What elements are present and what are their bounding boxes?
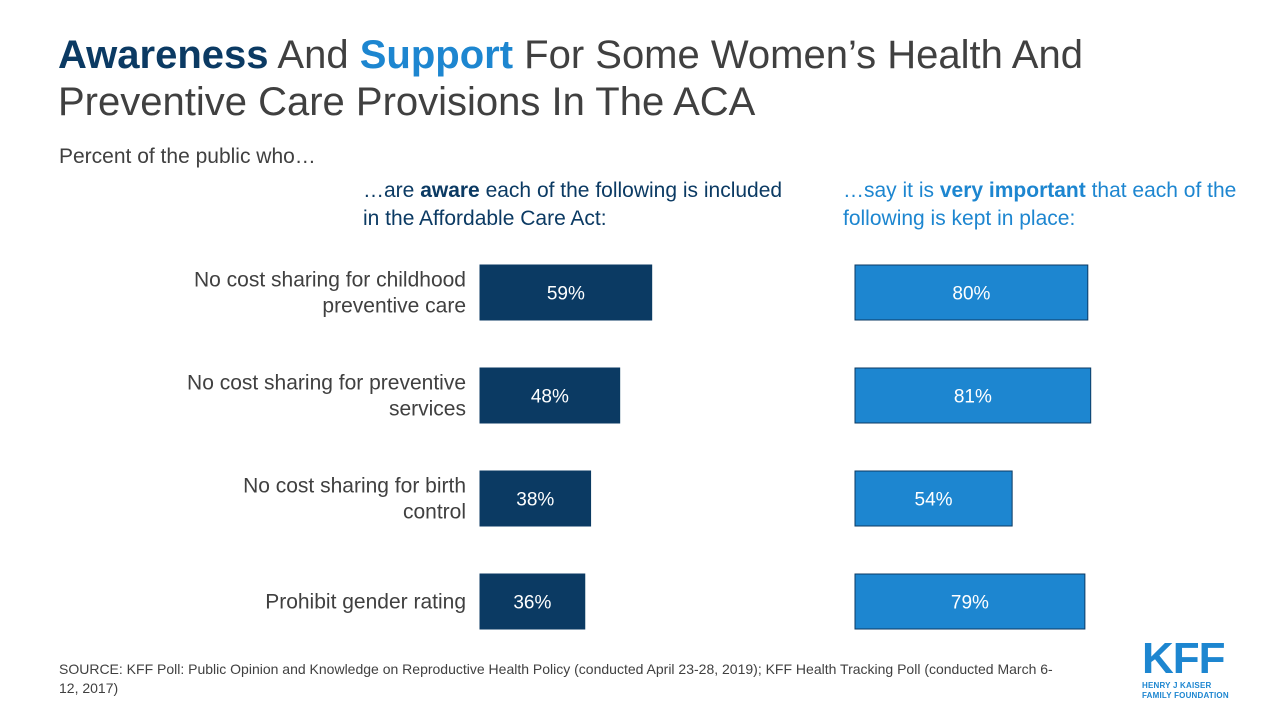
aware-header-strong: aware <box>420 179 480 202</box>
aware-header-prefix: …are <box>363 179 421 202</box>
title-word-support: Support <box>359 33 514 77</box>
aware-value-label: 38% <box>516 490 554 511</box>
logo-letters: KFF <box>1142 634 1226 683</box>
important-bar <box>854 470 1013 527</box>
aware-bar <box>479 264 653 321</box>
category-label: No cost sharing for birth control <box>243 475 466 524</box>
aware-value-label: 36% <box>513 593 551 614</box>
title-word-awareness: Awareness <box>58 33 269 77</box>
aware-column-header: …are aware each of the following is incl… <box>363 177 783 233</box>
logo-line-2: FAMILY FOUNDATION <box>1142 691 1229 700</box>
category-label: No cost sharing for preventive services <box>187 372 466 421</box>
aware-bar <box>479 470 592 527</box>
important-header-prefix: …say it is <box>843 179 940 202</box>
important-bar <box>854 367 1092 424</box>
important-bar <box>854 573 1086 630</box>
aware-header-suffix: each of the following is included in the… <box>363 179 783 230</box>
aware-bar <box>479 573 586 630</box>
important-value-label: 54% <box>915 490 953 511</box>
aware-value-label: 59% <box>547 284 585 305</box>
important-value-label: 81% <box>954 387 992 408</box>
important-bar <box>854 264 1089 321</box>
chart-title: Awareness And Support For Some Women’s H… <box>58 32 1238 126</box>
category-label: Prohibit gender rating <box>265 591 466 614</box>
aware-value-label: 48% <box>531 387 569 408</box>
title-word-and: And <box>268 33 360 77</box>
category-label: No cost sharing for childhood preventive … <box>194 269 466 318</box>
important-column-header: …say it is very important that each of t… <box>843 177 1263 233</box>
source-note: SOURCE: KFF Poll: Public Opinion and Kno… <box>59 661 1053 696</box>
important-value-label: 79% <box>951 593 989 614</box>
important-header-suffix: that each of the following is kept in pl… <box>843 179 1237 230</box>
important-value-label: 80% <box>952 284 990 305</box>
kff-logo: KFF HENRY J KAISER FAMILY FOUNDATION <box>1142 637 1236 701</box>
important-header-strong: very important <box>939 179 1086 202</box>
aware-bar <box>479 367 621 424</box>
logo-line-1: HENRY J KAISER <box>1142 681 1212 690</box>
title-rest: For Some Women’s Health And Preventive C… <box>58 33 1083 124</box>
chart-subtitle: Percent of the public who… <box>59 145 316 168</box>
